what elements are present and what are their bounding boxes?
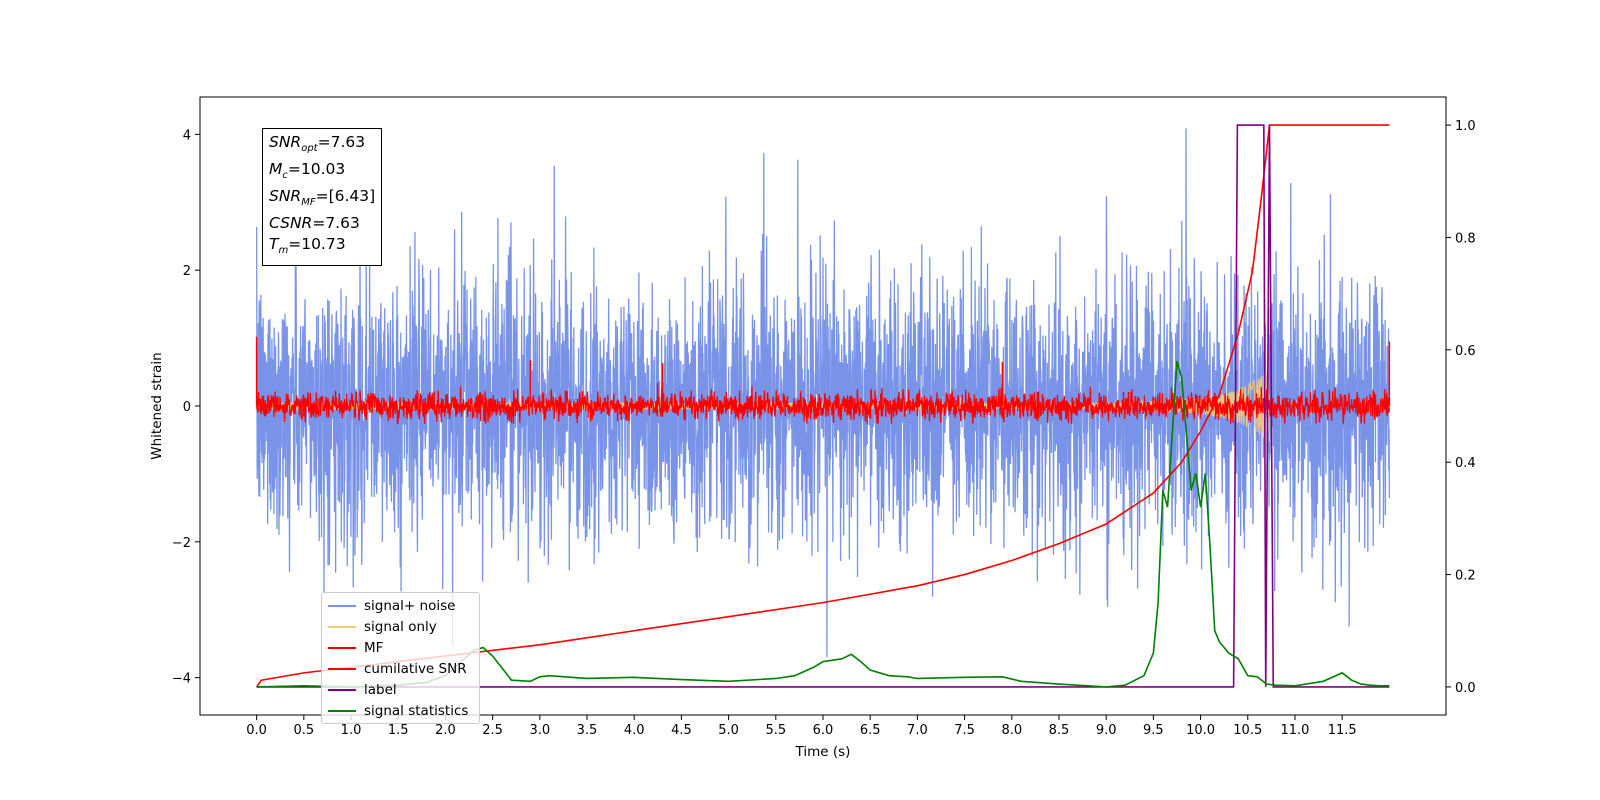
x-tick-label: 6.0 (813, 723, 834, 738)
plot-area (255, 124, 1391, 688)
legend-swatch (328, 709, 356, 712)
series-label-line (256, 124, 1390, 688)
x-tick-label: 4.0 (624, 723, 645, 738)
legend-label: signal+ noise (364, 597, 456, 614)
y2-tick-label: 0.0 (1455, 681, 1476, 696)
legend-label: cumilative SNR (364, 660, 467, 677)
legend-item: signal+ noise (322, 595, 479, 616)
legend-swatch (328, 625, 356, 628)
y-tick-label: 2 (183, 264, 191, 279)
legend-label: MF (364, 639, 384, 656)
x-tick-label: 11.5 (1328, 723, 1357, 738)
x-tick-label: 5.5 (765, 723, 786, 738)
tm-annotation: Tm=10.73 (269, 235, 346, 257)
legend-swatch (328, 688, 356, 691)
csnr-annotation: CSNR=7.63 (269, 214, 360, 233)
legend-item: MF (322, 637, 479, 658)
x-tick-label: 8.5 (1049, 723, 1070, 738)
y2-tick-label: 0.6 (1455, 344, 1476, 359)
x-tick-label: 11.0 (1280, 723, 1309, 738)
x-tick-label: 4.5 (671, 723, 692, 738)
legend-item: cumilative SNR (322, 658, 479, 679)
legend-swatch (328, 667, 356, 670)
x-tick-label: 0.0 (246, 723, 267, 738)
x-tick-label: 7.0 (907, 723, 928, 738)
x-tick-label: 10.0 (1186, 723, 1215, 738)
series-mf-line (255, 382, 1391, 425)
snr-mf-annotation: SNRMF=[6.43] (269, 187, 376, 209)
series-signal-statistics-line (256, 360, 1390, 688)
x-axis-label: Time (s) (795, 744, 851, 760)
y2-tick-label: 0.8 (1455, 231, 1476, 246)
x-tick-label: 6.5 (860, 723, 881, 738)
legend-label: label (364, 681, 397, 698)
legend-item: signal only (322, 616, 479, 637)
x-tick-label: 2.5 (482, 723, 503, 738)
x-tick-label: 8.0 (1001, 723, 1022, 738)
y2-tick-label: 0.4 (1455, 456, 1476, 471)
x-tick-label: 0.5 (293, 723, 314, 738)
legend-item: signal statistics (322, 700, 479, 721)
x-tick-label: 9.0 (1096, 723, 1117, 738)
x-tick-label: 9.5 (1143, 723, 1164, 738)
legend-label: signal statistics (364, 702, 469, 719)
y2-tick-label: 0.2 (1455, 569, 1476, 584)
x-tick-label: 2.0 (435, 723, 456, 738)
legend: signal+ noise signal only MF cumilative … (321, 592, 480, 724)
legend-swatch (328, 646, 356, 649)
x-tick-label: 5.0 (718, 723, 739, 738)
x-tick-label: 10.5 (1233, 723, 1262, 738)
x-tick-label: 1.0 (341, 723, 362, 738)
mc-annotation: Mc=10.03 (269, 160, 346, 182)
y-tick-label: −4 (172, 672, 191, 687)
legend-swatch (328, 604, 356, 607)
y-tick-label: 0 (183, 400, 191, 415)
x-tick-label: 3.0 (529, 723, 550, 738)
y-tick-label: −2 (172, 536, 191, 551)
y2-tick-label: 1.0 (1455, 119, 1476, 134)
legend-item: label (322, 679, 479, 700)
y-tick-label: 4 (183, 128, 191, 143)
legend-label: signal only (364, 618, 437, 635)
x-tick-label: 3.5 (577, 723, 598, 738)
snr-opt-annotation: SNRopt=7.63 (269, 133, 366, 155)
y-axis-label: Whitened strain (149, 352, 165, 459)
x-tick-label: 7.5 (954, 723, 975, 738)
annotation-box: SNRopt=7.63 Mc=10.03 SNRMF=[6.43] CSNR=7… (262, 128, 383, 267)
x-tick-label: 1.5 (388, 723, 409, 738)
